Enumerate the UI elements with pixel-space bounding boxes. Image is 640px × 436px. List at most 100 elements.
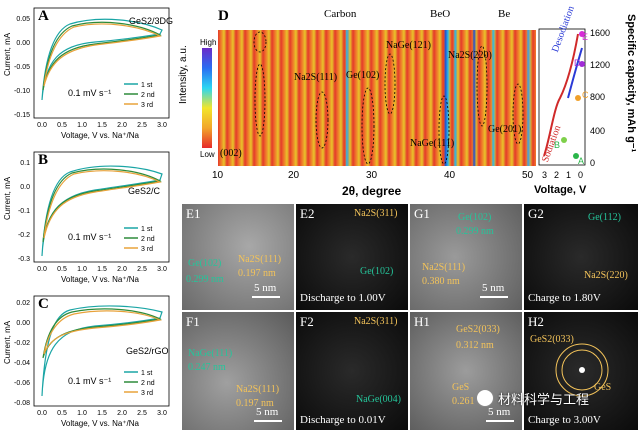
- cv-frame-a: [33, 7, 170, 119]
- vtick-1: 1: [566, 170, 572, 180]
- xtick-c-5: 2.5: [137, 410, 147, 417]
- legend-c-2: 2 nd: [141, 380, 155, 387]
- cv-panel-a: Current, mA 0.05 0.00 -0.05 -0.10 -0.15 …: [0, 0, 180, 143]
- ytick-c-2: -0.02: [14, 340, 30, 347]
- tem-f1-label-4: 0.197 nm: [236, 398, 274, 409]
- cv-curve-a-1st: [41, 18, 163, 101]
- legend-c-1: 1 st: [141, 370, 152, 377]
- fft-f2-label-2: NaGe(004): [356, 394, 401, 405]
- wechat-icon: [476, 389, 494, 407]
- fft-h2-rings: [555, 343, 609, 397]
- xtick-a-0: 0.0: [37, 122, 47, 129]
- tem-g1-label-3: Na2S(111): [422, 262, 466, 273]
- d-xtick-40: 40: [444, 170, 456, 181]
- d-xtick-30: 30: [366, 170, 378, 181]
- colorbar-low: Low: [200, 150, 215, 159]
- point-c: [575, 95, 581, 101]
- peak-beo: BeO: [430, 8, 451, 20]
- cv-curve-b-2nd: [42, 168, 162, 243]
- watermark: 材料科学与工程: [476, 388, 589, 408]
- tem-e1: E1 Ge(102) 0.299 nm Na2S(111) 0.197 nm 5…: [182, 204, 294, 310]
- legend-a-2: 2 nd: [141, 92, 155, 99]
- ytick-b-2: -0.1: [18, 208, 30, 215]
- fft-g2-label-1: Ge(112): [588, 212, 621, 223]
- ctick-400: 400: [590, 126, 606, 136]
- fft-g2-label-2: Na2S(220): [584, 270, 628, 281]
- label-a: A: [578, 156, 585, 166]
- legend-a-3: 3 rd: [141, 102, 153, 109]
- ytick-a-3: -0.10: [14, 88, 30, 95]
- xtick-a-2: 1.0: [77, 122, 87, 129]
- xtick-b-4: 2.0: [117, 266, 127, 273]
- label-c: C: [582, 90, 589, 100]
- ctick-0: 0: [590, 158, 596, 168]
- cv-rate-b: 0.1 mV s⁻¹: [68, 232, 111, 242]
- legend-b-1: 1 st: [141, 226, 152, 233]
- cv-panel-c: Current, mA 0.02 0.00 -0.02 -0.04 -0.06 …: [0, 288, 180, 431]
- d-xtick-10: 10: [212, 170, 224, 181]
- panel-label-d: D: [218, 8, 229, 24]
- cv-ylabel-a: Current, mA: [3, 32, 12, 76]
- peak-be: Be: [498, 8, 511, 20]
- cv-xlabel-a: Voltage, V vs. Na⁺/Na: [61, 131, 140, 140]
- legend-c-3: 3 rd: [141, 390, 153, 397]
- intensity-label: Intensity, a.u.: [178, 45, 189, 104]
- peak-nage-111: NaGe(111): [410, 138, 455, 149]
- d-xtick-50: 50: [522, 170, 534, 181]
- xtick-a-4: 2.0: [117, 122, 127, 129]
- colorbar-high: High: [200, 38, 217, 47]
- xtick-c-2: 1.0: [77, 410, 87, 417]
- tem-e1-label: E1: [186, 206, 201, 221]
- xtick-c-3: 1.5: [97, 410, 107, 417]
- ctick-1200: 1200: [590, 60, 611, 70]
- watermark-text: 材料科学与工程: [498, 392, 590, 408]
- tem-f1-scalebar: [254, 420, 282, 422]
- cv-curve-b-3rd: [43, 170, 162, 239]
- cv-material-b: GeS2/C: [128, 186, 161, 196]
- tem-g1-label: G1: [414, 206, 430, 221]
- legend-b-3: 3 rd: [141, 246, 153, 253]
- tem-g1-label-2: 0.299 nm: [456, 226, 494, 237]
- ytick-a-4: -0.15: [14, 112, 30, 119]
- fft-e2-label: E2: [300, 206, 315, 221]
- panel-d: D Intensity, a.u. High Low Carbon BeO Be…: [178, 0, 640, 222]
- tem-e1-label-3: Na2S(111): [238, 254, 282, 265]
- vtick-3: 3: [542, 170, 548, 180]
- fft-h2: H2 GeS2(033) GeS Charge to 3.00V: [524, 312, 638, 430]
- xtick-b-5: 2.5: [137, 266, 147, 273]
- panel-label-a: A: [38, 8, 49, 24]
- tem-g1-scalebar: [480, 296, 508, 298]
- xtick-a-3: 1.5: [97, 122, 107, 129]
- point-a: [573, 153, 579, 159]
- xtick-a-1: 0.5: [57, 122, 67, 129]
- fft-h2-label-1: GeS2(033): [530, 334, 574, 345]
- tem-e1-label-4: 0.197 nm: [238, 268, 276, 279]
- ytick-b-1: 0.0: [20, 184, 30, 191]
- fft-g2-label: G2: [528, 206, 544, 221]
- cv-ylabel-b: Current, mA: [3, 176, 12, 220]
- xtick-b-3: 1.5: [97, 266, 107, 273]
- legend-a-1: 1 st: [141, 82, 152, 89]
- ytick-a-1: 0.00: [16, 40, 30, 47]
- ytick-c-3: -0.04: [14, 360, 30, 367]
- fft-e2: E2 Na2S(311) Ge(102) Discharge to 1.00V: [296, 204, 408, 310]
- peak-ge-102: Ge(102): [346, 70, 380, 81]
- tem-f1-scale: 5 nm: [256, 406, 279, 418]
- intensity-colorbar: [202, 48, 212, 148]
- tem-g1: G1 Ge(102) 0.299 nm Na2S(111) 0.380 nm 5…: [410, 204, 522, 310]
- tem-h1-label-4: 0.261: [452, 396, 475, 407]
- ytick-c-4: -0.06: [14, 380, 30, 387]
- cv-chart-b: Current, mA 0.1 0.0 -0.1 -0.2 -0.3 0.0 0…: [3, 151, 170, 284]
- fft-e2-label-2: Ge(102): [360, 266, 394, 277]
- sodiation-curve: [543, 33, 579, 157]
- xtick-b-0: 0.0: [37, 266, 47, 273]
- fft-g2: G2 Ge(112) Na2S(220) Charge to 1.80V: [524, 204, 638, 310]
- ytick-b-0: 0.1: [20, 160, 30, 167]
- peak-na2s-111: Na2S(111): [294, 72, 338, 83]
- legend-b-2: 2 nd: [141, 236, 155, 243]
- ytick-c-5: -0.08: [14, 400, 30, 407]
- peak-nage-121: NaGe(121): [386, 40, 431, 51]
- xtick-c-6: 3.0: [157, 410, 167, 417]
- tem-h1-label: H1: [414, 314, 430, 329]
- peak-ge-201: Ge(201): [488, 124, 522, 135]
